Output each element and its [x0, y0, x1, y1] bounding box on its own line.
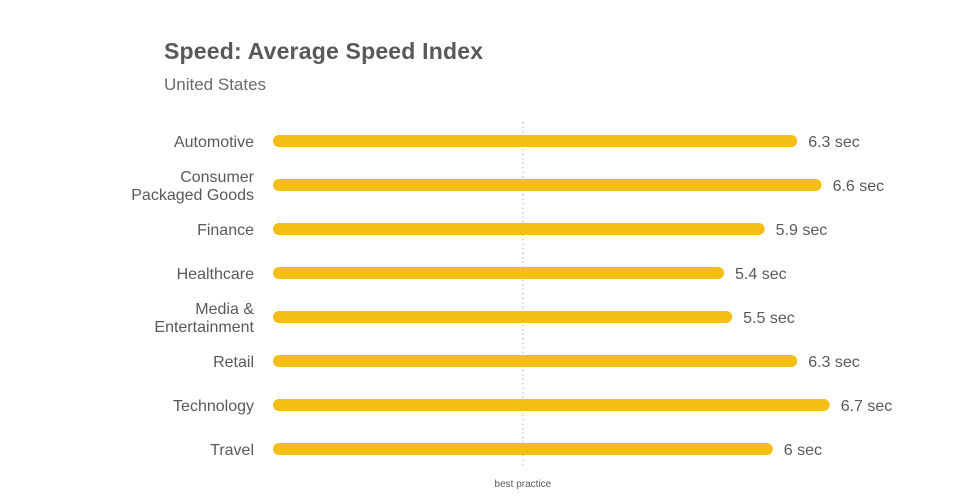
category-label: Technology — [173, 398, 254, 415]
category-label: Packaged Goods — [131, 187, 254, 204]
category-label: Healthcare — [177, 266, 254, 283]
category-label: Travel — [210, 442, 254, 459]
category-label: Finance — [197, 222, 254, 239]
category-label: Consumer — [180, 169, 254, 186]
category-label: Media & — [195, 301, 254, 318]
bar-value-label: 6.3 sec — [808, 134, 860, 151]
bar-value-label: 6.6 sec — [833, 178, 885, 195]
bar-value-label: 6.7 sec — [841, 398, 893, 415]
chart-subtitle: United States — [164, 75, 267, 94]
bar-value-label: 5.4 sec — [735, 266, 787, 283]
bar-value-label: 5.5 sec — [743, 310, 795, 327]
category-label: Retail — [213, 354, 254, 371]
chart-title: Speed: Average Speed Index — [164, 38, 484, 64]
best-practice-label: best practice — [495, 479, 552, 490]
category-label: Automotive — [174, 134, 254, 151]
bar-value-label: 6 sec — [784, 442, 822, 459]
bar-value-label: 6.3 sec — [808, 354, 860, 371]
category-label: Entertainment — [154, 319, 254, 336]
bar-value-label: 5.9 sec — [776, 222, 828, 239]
